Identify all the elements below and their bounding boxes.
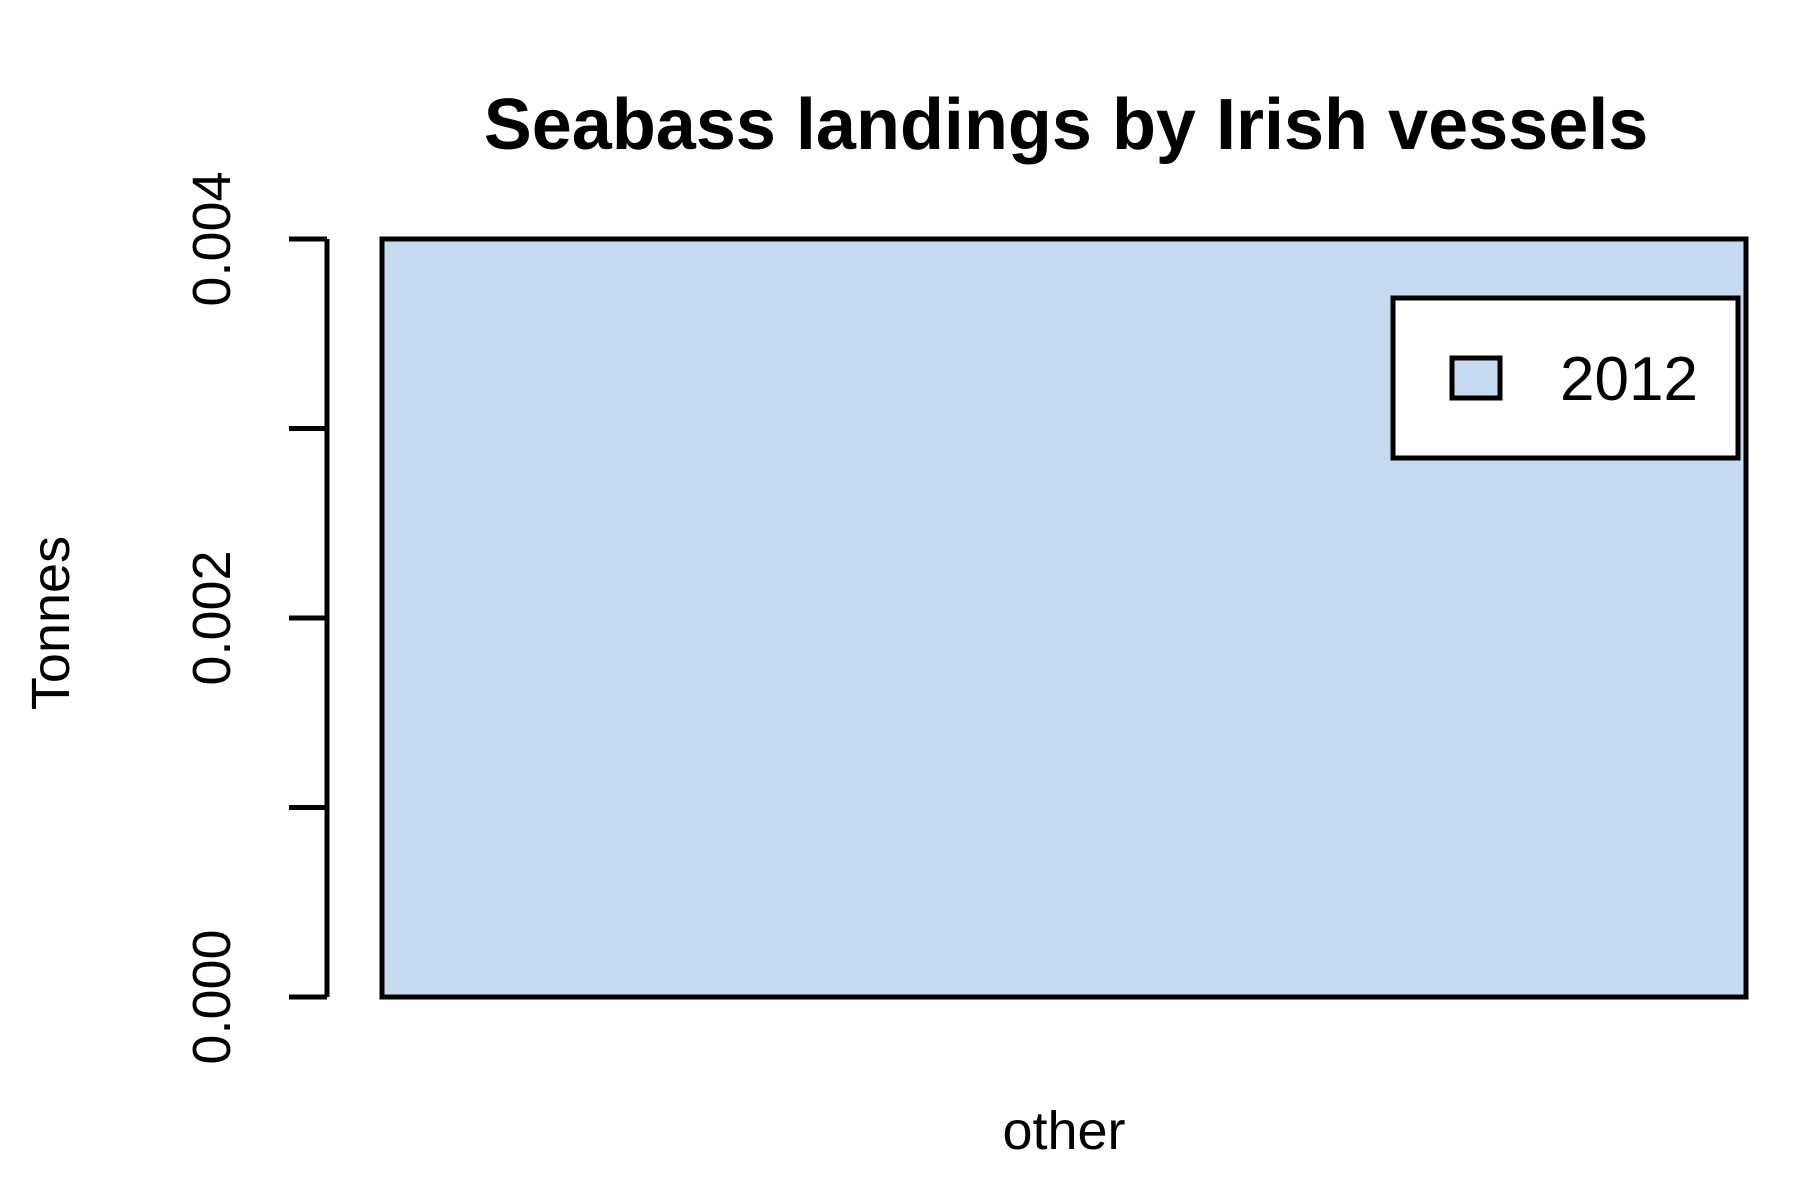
x-tick-label: other: [1002, 1101, 1125, 1161]
chart-title: Seabass landings by Irish vessels: [484, 85, 1649, 165]
legend: 2012: [1390, 295, 1741, 461]
y-tick-label: 0.004: [182, 171, 242, 306]
y-tick-label: 0.000: [182, 929, 242, 1064]
legend-swatch: [1449, 355, 1503, 401]
y-axis-label: Tonnes: [21, 536, 81, 710]
legend-label: 2012: [1560, 345, 1698, 414]
y-axis: 0.000 0.002 0.004: [182, 171, 330, 1065]
legend-box: [1390, 295, 1741, 461]
x-axis-labels: other: [1002, 1101, 1125, 1161]
y-tick-label: 0.002: [182, 550, 242, 685]
